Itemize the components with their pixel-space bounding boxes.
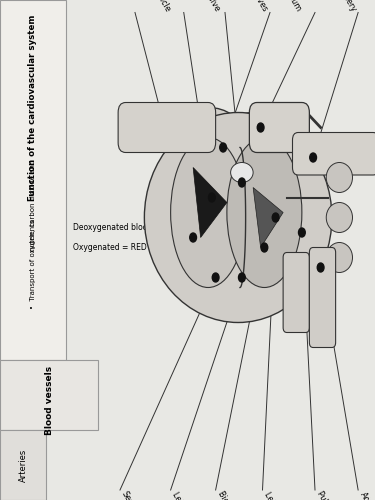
Text: Function of the cardiovascular system: Function of the cardiovascular system: [28, 15, 38, 202]
Text: Pulmonary vein: Pulmonary vein: [315, 490, 354, 500]
Bar: [0, 360, 98, 430]
Circle shape: [257, 123, 264, 132]
Ellipse shape: [171, 138, 246, 288]
Circle shape: [190, 233, 196, 242]
Text: Left ventricle: Left ventricle: [171, 490, 205, 500]
Ellipse shape: [326, 202, 352, 232]
Text: Aorta: Aorta: [358, 490, 375, 500]
FancyBboxPatch shape: [283, 252, 309, 332]
Circle shape: [212, 273, 219, 282]
Circle shape: [298, 228, 305, 237]
Ellipse shape: [231, 162, 253, 182]
Text: Right ventricle: Right ventricle: [135, 0, 172, 12]
Polygon shape: [193, 168, 227, 238]
Text: Right atrium: Right atrium: [270, 0, 303, 12]
Text: Septum: Septum: [120, 490, 144, 500]
Text: Deoxygenated blood = BLUE (Right side): Deoxygenated blood = BLUE (Right side): [73, 223, 230, 232]
Text: Semi-lunar valves: Semi-lunar valves: [225, 0, 269, 12]
Polygon shape: [253, 188, 283, 248]
Ellipse shape: [144, 112, 332, 322]
Circle shape: [310, 153, 316, 162]
Text: nutrients: nutrients: [30, 220, 36, 258]
Text: Arteries: Arteries: [18, 448, 27, 482]
FancyBboxPatch shape: [292, 132, 375, 175]
Circle shape: [272, 213, 279, 222]
Bar: [0, 430, 46, 500]
Ellipse shape: [174, 108, 242, 158]
FancyBboxPatch shape: [249, 102, 309, 152]
Text: Left atrium: Left atrium: [262, 490, 292, 500]
Circle shape: [261, 243, 268, 252]
Circle shape: [209, 193, 215, 202]
Text: Tricuspid valve: Tricuspid valve: [184, 0, 221, 12]
Ellipse shape: [227, 138, 302, 288]
Text: Vena Cava: Vena Cava: [358, 0, 375, 12]
Ellipse shape: [227, 112, 279, 152]
Text: Pulmonary artery: Pulmonary artery: [315, 0, 358, 12]
Ellipse shape: [326, 162, 352, 192]
Text: Blood vessels: Blood vessels: [45, 366, 54, 434]
Text: Bicuspid valve: Bicuspid valve: [216, 490, 252, 500]
Text: •  Transport of oxygen, carbon dioxide and: • Transport of oxygen, carbon dioxide an…: [30, 160, 36, 309]
Circle shape: [238, 273, 245, 282]
Circle shape: [317, 263, 324, 272]
Circle shape: [238, 178, 245, 187]
Ellipse shape: [326, 242, 352, 272]
Text: Oxygenated = RED (Left side): Oxygenated = RED (Left side): [73, 243, 188, 252]
Circle shape: [220, 143, 226, 152]
FancyBboxPatch shape: [309, 248, 336, 348]
FancyBboxPatch shape: [118, 102, 216, 152]
Bar: [0, 0, 66, 360]
